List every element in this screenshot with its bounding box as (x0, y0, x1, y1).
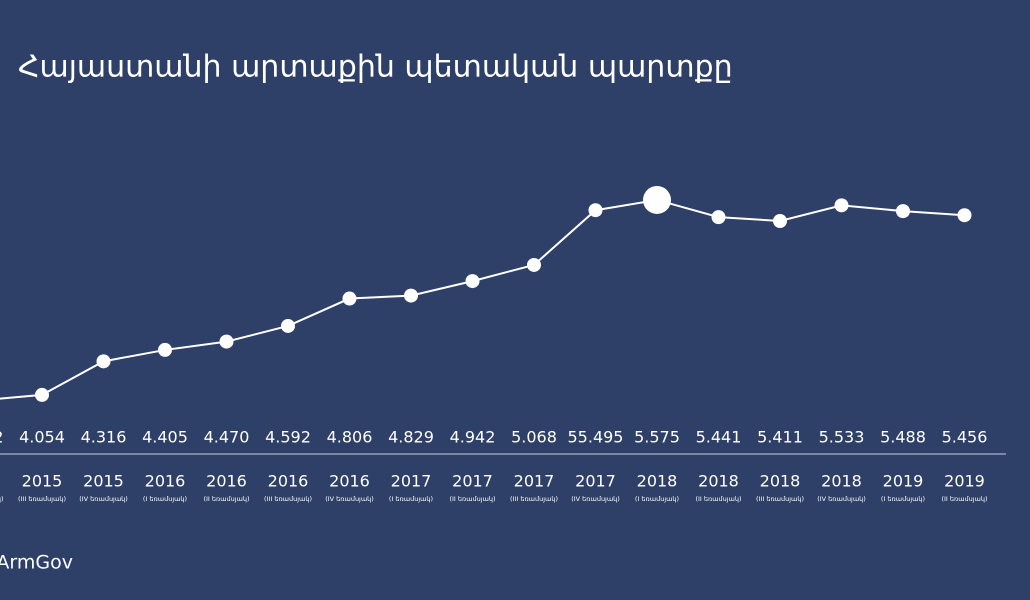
x-tick-label: 2019 (944, 472, 985, 491)
point (158, 342, 172, 357)
point (711, 210, 726, 225)
x-sub-label: (I եռամսյակ) (389, 495, 433, 503)
value-label: 4.470 (204, 428, 250, 447)
value-label: 5.068 (511, 428, 557, 447)
point (896, 204, 910, 219)
point (773, 213, 787, 228)
x-tick-label: 2015 (0, 472, 1, 491)
point (96, 354, 111, 369)
x-sub-label: (II եռամսյակ) (0, 495, 4, 503)
x-tick-label: 2017 (575, 472, 616, 491)
x-tick-label: 2016 (145, 472, 186, 491)
point (465, 274, 480, 289)
point (35, 387, 49, 402)
value-label: 5.533 (819, 428, 865, 447)
value-label: 5.441 (696, 428, 742, 447)
point (588, 203, 603, 218)
x-tick-label: 2016 (268, 472, 309, 491)
value-label: 55.495 (568, 428, 624, 447)
x-sub-label: (I եռամսյակ) (881, 495, 925, 503)
chart-title: Հայաստանի արտաքին պետական պարտքը (18, 50, 733, 85)
value-label: 4.405 (142, 428, 188, 447)
point (404, 288, 418, 303)
x-sub-label: (III եռամսյակ) (510, 495, 558, 503)
x-sub-label: (IV եռամսյակ) (325, 495, 374, 503)
value-label: 4.829 (388, 428, 434, 447)
point (957, 208, 972, 223)
x-tick-label: 2019 (883, 472, 924, 491)
x-sub-label: (III եռամսյակ) (264, 495, 312, 503)
x-tick-label: 2018 (637, 472, 678, 491)
value-label: 4.316 (81, 428, 127, 447)
x-tick-label: 2015 (83, 472, 124, 491)
x-tick-label: 2018 (760, 472, 801, 491)
x-sub-label: (II եռամսյակ) (941, 495, 987, 503)
x-tick-label: 2018 (698, 472, 739, 491)
value-label: 4.592 (265, 428, 311, 447)
x-tick-label: 2017 (391, 472, 432, 491)
value-label: 5.575 (634, 428, 680, 447)
x-tick-label: 2017 (514, 472, 555, 491)
x-sub-label: (II եռամսյակ) (203, 495, 249, 503)
x-tick-label: 2016 (206, 472, 247, 491)
value-label: 4.012 (0, 428, 3, 447)
x-sub-label: (IV եռամսյակ) (817, 495, 866, 503)
x-sub-label: (I եռամսյակ) (143, 495, 187, 503)
x-sub-label: (I եռամսյակ) (635, 495, 679, 503)
x-sub-label: (II եռամսյակ) (695, 495, 741, 503)
x-sub-label: (II եռամսյակ) (449, 495, 495, 503)
x-sub-label: (III եռամսյակ) (18, 495, 66, 503)
point (527, 257, 541, 272)
value-label: 5.488 (880, 428, 926, 447)
value-label: 5.411 (757, 428, 803, 447)
value-label: 4.054 (19, 428, 65, 447)
x-sub-label: (IV եռամսյակ) (571, 495, 620, 503)
point (834, 198, 849, 213)
x-tick-label: 2016 (329, 472, 370, 491)
x-tick-label: 2017 (452, 472, 493, 491)
point (281, 318, 295, 333)
point (342, 291, 357, 306)
point (643, 185, 671, 214)
point (219, 334, 234, 349)
source: @ArmGov (0, 552, 73, 574)
x-sub-label: (III եռամսյակ) (756, 495, 804, 503)
value-label: 4.942 (450, 428, 496, 447)
value-label: 4.806 (327, 428, 373, 447)
x-tick-label: 2018 (821, 472, 862, 491)
x-sub-label: (IV եռամսյակ) (79, 495, 128, 503)
value-label: 5.456 (942, 428, 988, 447)
x-tick-label: 2015 (22, 472, 63, 491)
